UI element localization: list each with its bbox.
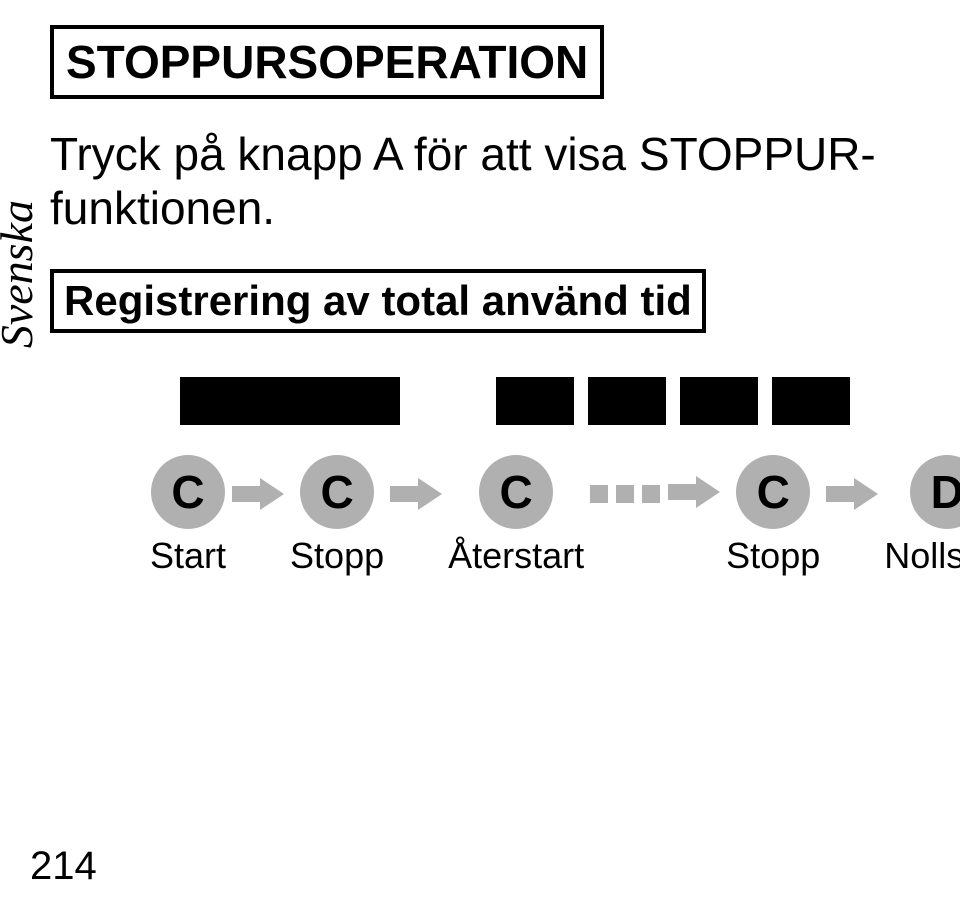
subheading: Registrering av total använd tid xyxy=(64,277,692,324)
timeline-bars xyxy=(180,377,935,425)
sequence-row: CStartCStoppCÅterstartCStoppDNollställ xyxy=(50,455,935,577)
button-key: C xyxy=(736,455,810,529)
timeline-bar xyxy=(680,377,758,425)
steps-container: C Start C Stopp C Återstart C Stopp D Nollställ xyxy=(150,455,960,577)
title-box: STOPPURSOPERATION xyxy=(50,25,604,99)
page-number: 214 xyxy=(30,844,97,889)
button-key: C xyxy=(151,455,225,529)
vertical-language-label: Svenska xyxy=(0,200,43,348)
step: C Stopp xyxy=(726,455,820,577)
step-caption: Stopp xyxy=(290,535,384,577)
page-title: STOPPURSOPERATION xyxy=(66,36,588,88)
lead-text: Tryck på knapp A för att visa STOPPUR-fu… xyxy=(50,127,935,235)
arrow-icon xyxy=(826,478,878,510)
arrow-dot xyxy=(642,485,660,503)
timeline-bar xyxy=(772,377,850,425)
arrow-dot xyxy=(590,485,608,503)
step-caption: Återstart xyxy=(448,535,584,577)
step-caption: Nollställ xyxy=(884,535,960,577)
timeline-bar xyxy=(496,377,574,425)
button-key: D xyxy=(910,455,960,529)
button-key: C xyxy=(479,455,553,529)
page: STOPPURSOPERATION Tryck på knapp A för a… xyxy=(0,0,960,919)
arrow-icon xyxy=(668,476,720,513)
arrow-dot xyxy=(616,485,634,503)
dotted-arrow xyxy=(590,476,720,513)
timeline-bar xyxy=(588,377,666,425)
arrow-icon xyxy=(232,478,284,510)
subheading-box: Registrering av total använd tid xyxy=(50,269,706,333)
step: C Återstart xyxy=(448,455,584,577)
step-caption: Start xyxy=(150,535,226,577)
step-caption: Stopp xyxy=(726,535,820,577)
timeline-bar xyxy=(180,377,400,425)
step: D Nollställ xyxy=(884,455,960,577)
step: C Start xyxy=(150,455,226,577)
step: C Stopp xyxy=(290,455,384,577)
button-key: C xyxy=(300,455,374,529)
arrow-icon xyxy=(390,478,442,510)
